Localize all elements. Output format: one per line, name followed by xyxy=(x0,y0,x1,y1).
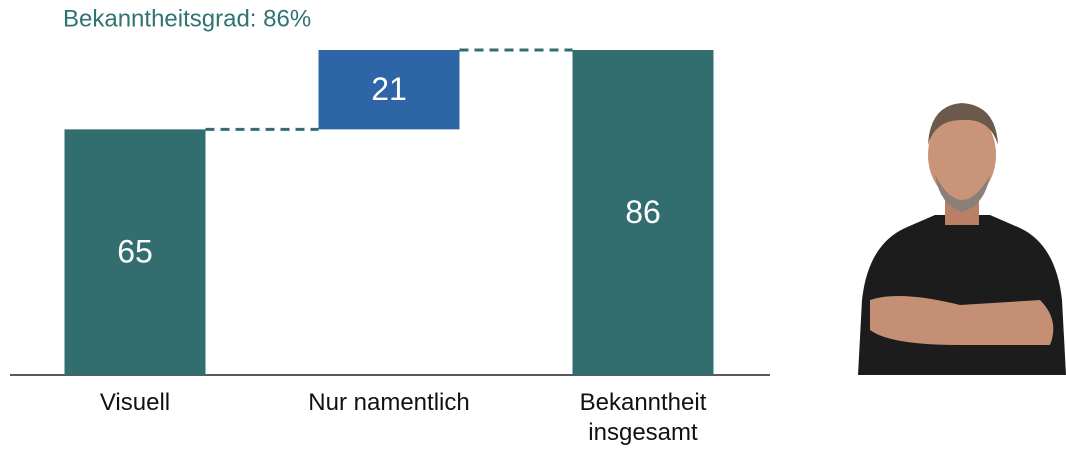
bar xyxy=(64,129,206,375)
chart-title: Bekanntheitsgrad: 86% xyxy=(63,5,311,32)
x-tick-label: Bekanntheit insgesamt xyxy=(579,389,707,446)
x-tick-label: Visuell xyxy=(99,389,171,416)
value-label: 65 xyxy=(117,234,153,270)
x-tick-label: Nur namentlich xyxy=(308,389,470,416)
value-label: 21 xyxy=(371,71,407,107)
bar xyxy=(572,50,714,375)
value-label: 86 xyxy=(625,194,661,230)
person-photo xyxy=(858,103,1066,375)
bar xyxy=(318,50,460,130)
